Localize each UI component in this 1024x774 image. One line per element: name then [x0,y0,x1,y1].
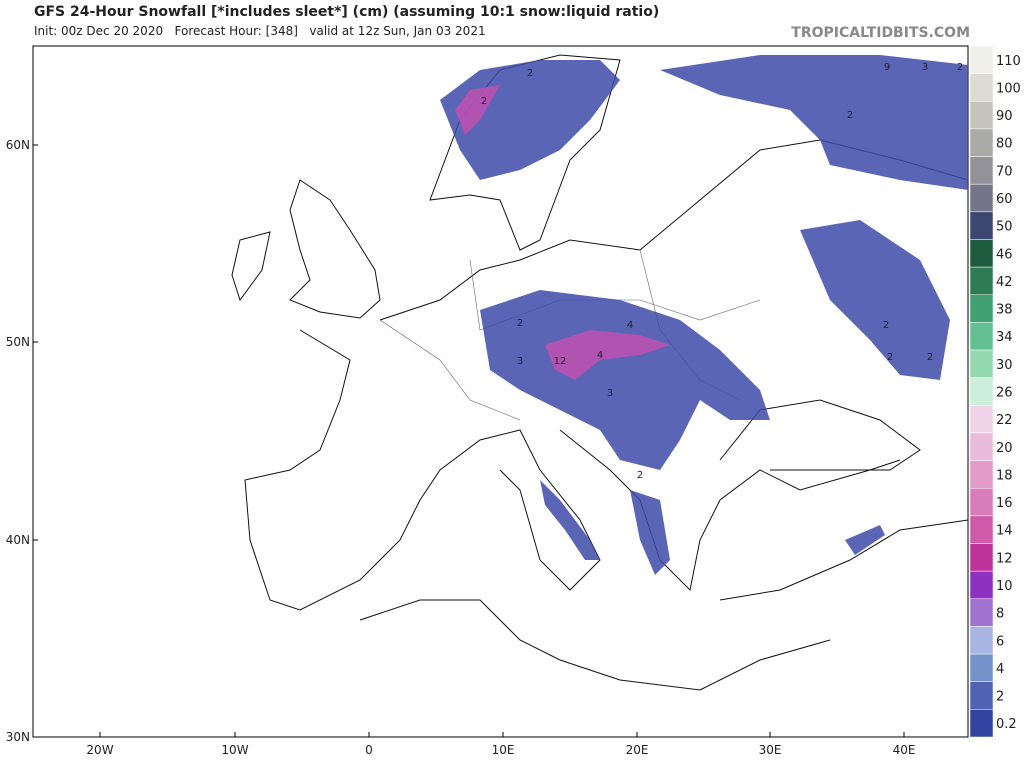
contour-label: 4 [627,320,633,331]
coastline [719,519,969,601]
snow-area [455,85,500,135]
legend-label: 2 [996,690,1004,705]
legend-swatch [969,349,994,378]
coastline [359,599,831,691]
contour-label: 2 [481,96,487,107]
coastline [289,179,381,319]
legend-swatch [969,570,994,600]
coastline [231,231,271,302]
lon-label: 10E [492,743,515,757]
subtitle: Init: 00z Dec 20 2020 Forecast Hour: [34… [34,24,486,38]
snow-area [660,55,968,190]
legend-swatch [969,653,994,682]
legend-label: 10 [996,579,1013,594]
legend-label: 42 [996,275,1013,290]
lat-label: 60N [6,138,30,152]
contour-label: 3 [607,388,613,399]
legend-swatch [969,211,994,240]
legend-label: 90 [996,109,1013,124]
snow-area [480,290,770,470]
legend-label: 70 [996,164,1013,179]
legend-swatch [969,543,994,572]
legend-label: 34 [996,330,1013,345]
legend-label: 14 [996,524,1013,539]
legend-label: 8 [996,607,1004,622]
legend-swatch [969,101,994,130]
legend-swatch [969,183,994,213]
legend-swatch [969,128,994,157]
legend-swatch [969,432,994,461]
legend-label: 38 [996,303,1013,318]
legend-swatch [969,156,994,185]
legend-swatch [969,239,994,268]
legend-label: 22 [996,413,1013,428]
legend-label: 30 [996,358,1013,373]
snow-area [845,525,885,555]
lat-label: 40N [6,533,30,547]
contour-label: 2 [927,352,933,363]
contour-label: 3 [922,62,928,73]
legend-label: 12 [996,551,1013,566]
legend-label: 46 [996,247,1013,262]
contour-label: 2 [887,352,893,363]
lat-label: 30N [6,730,30,744]
legend-label: 18 [996,468,1013,483]
snow-area [540,480,600,560]
legend-label: 50 [996,220,1013,235]
contour-label: 9 [884,62,890,73]
contour-label: 2 [637,470,643,481]
legend-swatch [969,487,994,517]
contour-label: 2 [517,318,523,329]
contour-label: 3 [517,356,523,367]
contour-label: 2 [847,110,853,121]
legend-swatch [969,709,994,738]
contour-label: 12 [554,356,567,367]
legend-swatch [969,405,994,434]
contour-label: 2 [883,320,889,331]
legend-label: 0.2 [996,717,1017,732]
legend-label: 26 [996,386,1013,401]
map [32,45,969,738]
lon-label: 20W [86,743,113,757]
legend-swatch [969,322,994,351]
legend-swatch [969,460,994,489]
lon-label: 0 [365,743,373,757]
title: GFS 24-Hour Snowfall [*includes sleet*] … [34,4,659,20]
contour-label: 4 [597,350,603,361]
legend-label: 80 [996,137,1013,152]
legend-label: 100 [996,81,1021,96]
legend-label: 4 [996,662,1004,677]
legend-label: 16 [996,496,1013,511]
legend-swatch [969,266,994,296]
legend-swatch [969,294,994,323]
legend-swatch [969,73,994,102]
legend-label: 6 [996,634,1004,649]
legend-label: 110 [996,54,1021,69]
legend-swatch [969,45,994,74]
lat-label: 50N [6,335,30,349]
contour-label: 2 [527,68,533,79]
snow-area [630,490,670,575]
lon-label: 20E [626,743,649,757]
coastline [244,329,601,611]
legend-swatch [969,377,994,406]
legend-label: 60 [996,192,1013,207]
legend-swatch [969,681,994,710]
legend-label: 20 [996,441,1013,456]
coastline [719,399,921,471]
contour-label: 2 [957,62,963,73]
snow-area [800,220,950,380]
snow-area [545,330,670,380]
source: TROPICALTIDBITS.COM [791,25,970,41]
legend-swatch [969,626,994,655]
legend-swatch [969,515,994,544]
lon-label: 10W [221,743,248,757]
lon-label: 40E [893,743,916,757]
lon-label: 30E [759,743,782,757]
legend-swatch [969,598,994,627]
